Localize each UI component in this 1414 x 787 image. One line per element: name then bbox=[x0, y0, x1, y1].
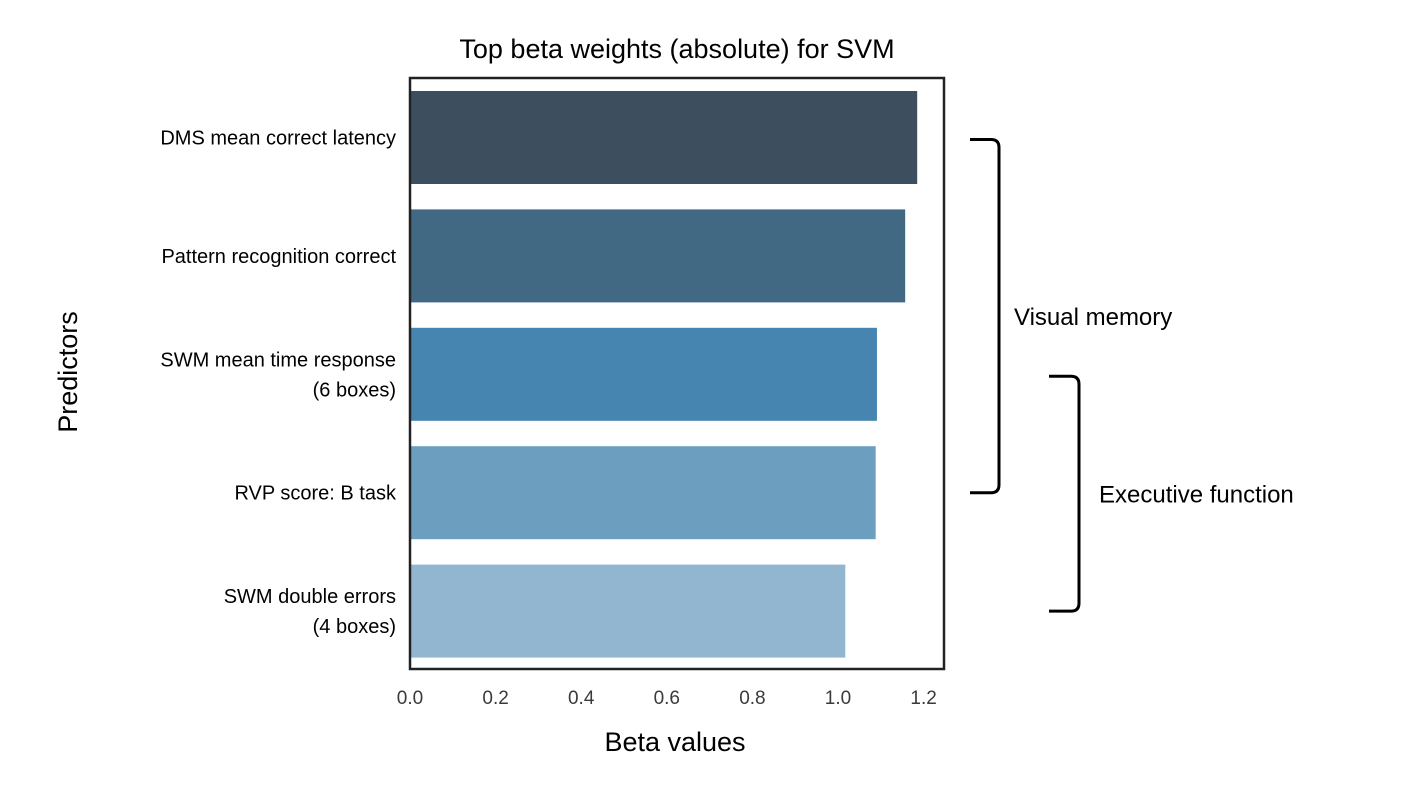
category-label: DMS mean correct latency bbox=[160, 128, 396, 150]
group-brackets: Visual memory Executive function bbox=[970, 138, 1294, 613]
bar bbox=[410, 446, 876, 540]
group-label: Executive function bbox=[1099, 482, 1294, 509]
bar bbox=[410, 209, 906, 303]
bar bbox=[410, 91, 918, 184]
x-tick-label: 0.2 bbox=[482, 688, 508, 709]
chart-title: Top beta weights (absolute) for SVM bbox=[459, 34, 894, 64]
category-label: Pattern recognition correct bbox=[161, 246, 396, 268]
bar bbox=[410, 327, 877, 421]
x-tick-label: 1.0 bbox=[825, 688, 851, 709]
x-tick-label: 0.4 bbox=[568, 688, 595, 709]
category-label: (4 boxes) bbox=[313, 616, 396, 638]
x-axis-label: Beta values bbox=[604, 727, 745, 757]
x-tick-label: 1.2 bbox=[910, 688, 936, 709]
x-tick-label: 0.0 bbox=[397, 688, 423, 709]
y-axis-label: Predictors bbox=[53, 311, 83, 433]
category-label: SWM mean time response bbox=[160, 349, 396, 371]
category-label: RVP score: B task bbox=[234, 483, 397, 505]
bars bbox=[410, 91, 918, 658]
group-bracket bbox=[1049, 374, 1081, 613]
category-labels: DMS mean correct latency Pattern recognit… bbox=[160, 128, 397, 639]
category-label: (6 boxes) bbox=[313, 379, 396, 401]
group-bracket bbox=[970, 138, 1001, 495]
x-axis-ticks: 0.0 0.2 0.4 0.6 0.8 1.0 1.2 bbox=[397, 688, 937, 709]
category-label: SWM double errors bbox=[224, 586, 396, 608]
x-tick-label: 0.8 bbox=[739, 688, 765, 709]
x-tick-label: 0.6 bbox=[654, 688, 680, 709]
bar bbox=[410, 564, 846, 658]
plot-frame bbox=[408, 76, 946, 671]
group-label: Visual memory bbox=[1014, 304, 1172, 331]
